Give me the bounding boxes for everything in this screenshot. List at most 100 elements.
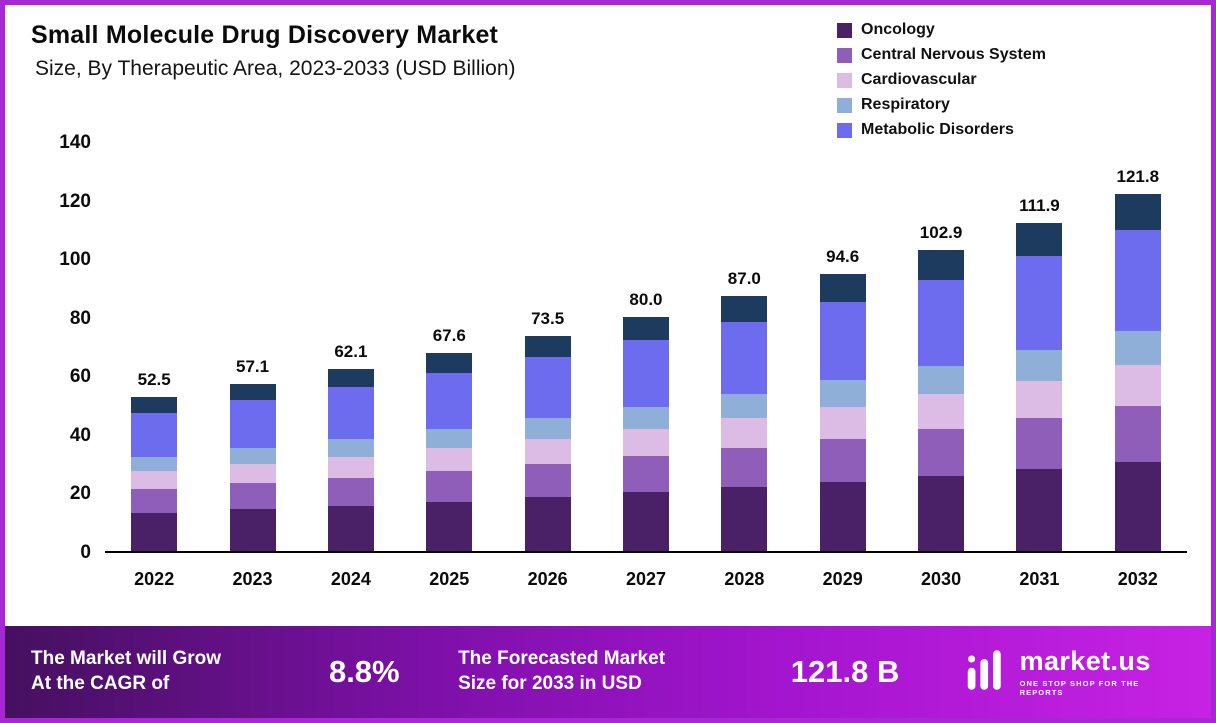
bar-segment-metabolic-disorders [721,321,768,395]
stacked-bar [524,335,571,551]
bar-segment-respiratory [229,447,276,464]
bar-segment-metabolic-disorders [1114,230,1161,332]
stacked-bar [918,249,965,551]
legend-label-respiratory: Respiratory [861,96,950,113]
bar-segment-cardiovascular [524,438,571,464]
bar-segment-central-nervous-system [426,470,473,502]
bar-segment-other [229,383,276,401]
legend-swatch-cardiovascular [837,72,852,88]
stacked-bar [1114,194,1161,551]
bar-segment-other [721,296,768,322]
bar-total-label: 111.9 [1019,196,1060,216]
bar-segment-respiratory [1114,331,1161,366]
legend-label-cardiovascular: Cardiovascular [861,71,977,88]
bar-segment-other [1016,223,1063,257]
bar-segment-metabolic-disorders [918,279,965,366]
stacked-bar-chart: 0 20 40 60 80 100 120 140 52.5 57.1 62.1 67.6 73.5 8… [29,132,1187,613]
bottom-banner: The Market will Grow At the CAGR of 8.8%… [5,626,1211,718]
bar-segment-metabolic-disorders [229,400,276,448]
plot-area: 52.5 57.1 62.1 67.6 73.5 80.0 87.0 94.6 102.9 111… [105,143,1187,553]
x-tick-label-2027: 2027 [625,569,666,589]
cagr-caption: The Market will Grow At the CAGR of [31,647,329,696]
legend-swatch-oncology [837,22,852,38]
bar-column-2022: 52.5 [105,143,203,551]
bar-segment-cardiovascular [819,406,866,439]
page-title: Small Molecule Drug Discovery Market [31,21,499,49]
page-subtitle: Size, By Therapeutic Area, 2023-2033 (US… [35,57,516,80]
y-axis: 0 20 40 60 80 100 120 140 [29,132,105,563]
marketus-logo-icon [965,648,1009,697]
bar-segment-cardiovascular [131,471,178,489]
bar-segment-metabolic-disorders [131,412,178,457]
bar-total-label: 67.6 [432,326,466,346]
x-tick-label-2032: 2032 [1117,569,1158,589]
y-tick-label: 20 [69,483,91,505]
bar-segment-respiratory [622,406,669,430]
x-tick-label-2028: 2028 [724,569,765,589]
bar-segment-cardiovascular [918,394,965,429]
bar-segment-respiratory [721,394,768,419]
bar-segment-central-nervous-system [622,456,669,493]
bar-segment-oncology [229,509,276,551]
bar-segment-respiratory [524,418,571,439]
bar-segment-respiratory [918,365,965,395]
legend-label-metabolic-disorders: Metabolic Disorders [861,121,1014,138]
brand-text-block: market.us ONE STOP SHOP FOR THE REPORTS [1019,647,1185,697]
bar-segment-central-nervous-system [229,483,276,510]
y-tick-label: 60 [69,366,91,388]
bar-segment-oncology [622,492,669,551]
y-tick-label: 0 [80,542,91,563]
x-tick-label-2026: 2026 [527,569,568,589]
forecast-caption-line1: The Forecasted Market [458,648,666,670]
bar-segment-oncology [1016,469,1063,551]
forecast-caption-line2: Size for 2033 in USD [458,673,642,694]
bar-total-label: 102.9 [919,222,963,242]
bar-total-label: 52.5 [137,370,171,390]
bar-segment-central-nervous-system [327,477,374,506]
bar-column-2027: 80.0 [597,143,695,551]
stacked-bar [426,353,473,551]
bar-segment-cardiovascular [327,456,374,478]
legend-item-oncology: Oncology [837,21,1046,39]
y-tick-label: 140 [59,132,91,153]
legend: Oncology Central Nervous System Cardiovasc… [837,21,1046,139]
forecast-value: 121.8 B [790,654,900,689]
bar-segment-other [918,249,965,280]
bar-segment-metabolic-disorders [1016,256,1063,350]
bar-segment-metabolic-disorders [327,387,374,440]
bar-segment-respiratory [1016,349,1063,381]
bar-segment-cardiovascular [229,463,276,484]
bar-total-label: 121.8 [1116,167,1160,187]
bar-segment-oncology [819,481,866,551]
bar-segment-other [524,335,571,358]
x-tick-label-2023: 2023 [232,569,273,589]
legend-item-central-nervous-system: Central Nervous System [837,46,1046,64]
bar-total-label: 57.1 [235,356,270,376]
bar-segment-oncology [327,505,374,551]
x-tick-label-2025: 2025 [429,569,470,589]
legend-item-respiratory: Respiratory [837,96,1046,114]
bar-total-label: 62.1 [334,342,368,362]
forecast-caption: The Forecasted Market Size for 2033 in U… [458,647,791,696]
bar-segment-cardiovascular [426,447,473,471]
bar-segment-metabolic-disorders [819,301,866,381]
stacked-bar [131,397,178,551]
brand-tagline: ONE STOP SHOP FOR THE REPORTS [1019,678,1140,697]
bar-segment-oncology [426,501,473,551]
marketus-logo: market.us ONE STOP SHOP FOR THE REPORTS [965,647,1185,697]
bar-segment-cardiovascular [1016,380,1063,419]
bar-column-2029: 94.6 [794,143,892,551]
legend-swatch-respiratory [837,97,852,113]
x-tick-label-2022: 2022 [134,569,175,589]
bar-total-label: 73.5 [531,308,565,328]
bar-segment-other [131,397,178,413]
cagr-caption-line2: At the CAGR of [31,673,170,694]
bar-segment-oncology [524,497,571,551]
stacked-bar [327,369,374,551]
bar-segment-central-nervous-system [721,447,768,488]
bar-segment-cardiovascular [1114,365,1161,407]
stacked-bar [819,274,866,551]
bar-segment-respiratory [426,429,473,448]
legend-swatch-central-nervous-system [837,47,852,63]
bar-column-2028: 87.0 [695,143,793,551]
